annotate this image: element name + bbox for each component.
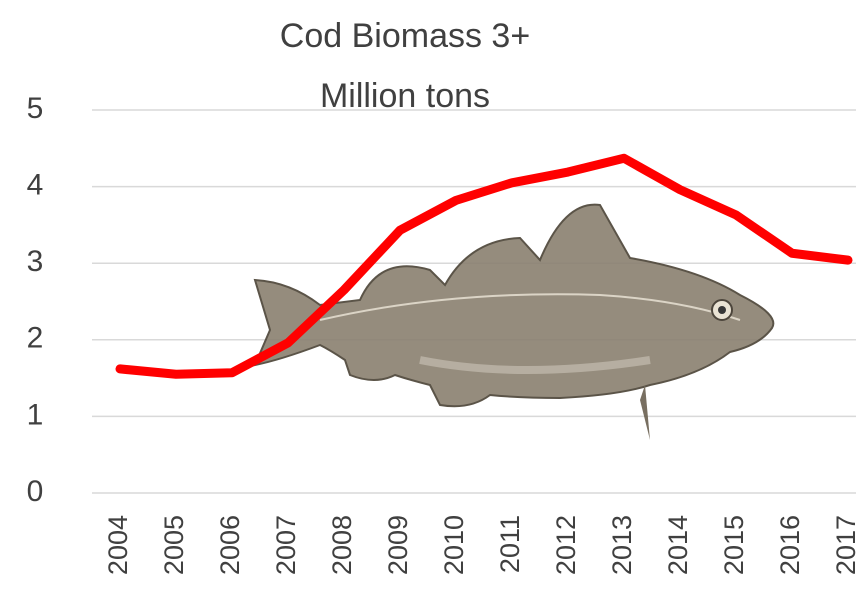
y-tick-label: 3 [27, 245, 44, 278]
y-tick-label: 0 [27, 475, 44, 508]
x-tick-label: 2006 [215, 515, 245, 575]
y-tick-label: 4 [27, 169, 44, 202]
cod-illustration [253, 203, 775, 440]
y-tick-label: 1 [27, 398, 44, 431]
x-tick-label: 2015 [719, 515, 749, 575]
x-tick-label: 2004 [103, 515, 133, 575]
x-tick-label: 2017 [831, 515, 856, 575]
x-tick-label: 2009 [383, 515, 413, 575]
x-tick-label: 2010 [439, 515, 469, 575]
x-tick-label: 2007 [271, 515, 301, 575]
data-line [115, 153, 853, 379]
x-tick-label: 2014 [663, 515, 693, 575]
y-tick-label: 2 [27, 322, 44, 355]
y-tick-label: 5 [27, 92, 44, 125]
x-tick-label: 2013 [607, 515, 637, 575]
x-tick-label: 2011 [495, 515, 525, 573]
x-tick-label: 2005 [159, 515, 189, 575]
x-tick-label: 2008 [327, 515, 357, 575]
x-tick-label: 2012 [551, 515, 581, 575]
chart-subtitle: Million tons [320, 77, 490, 115]
x-tick-label: 2016 [775, 515, 805, 575]
chart-title: Cod Biomass 3+ [280, 17, 530, 55]
